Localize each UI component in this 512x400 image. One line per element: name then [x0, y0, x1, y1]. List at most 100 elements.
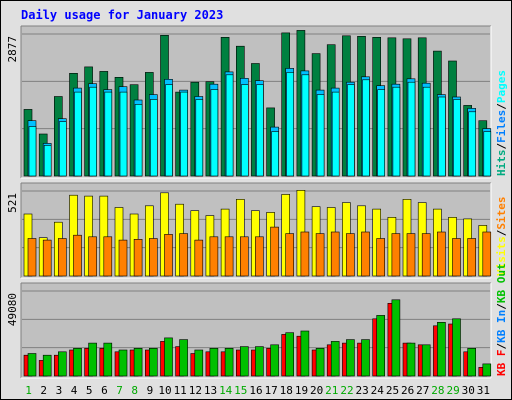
day-label-8: 8: [131, 384, 138, 397]
bar-visits-sites-sites-day-8: [133, 239, 143, 277]
bar-visits-sites-sites-day-20: [315, 233, 325, 277]
bar-kbf-kbin-kbout-kb-out-day-12: [194, 349, 204, 377]
bar-visits-sites-sites-day-5: [88, 236, 97, 277]
bar-kbf-kbin-kbout-kb-out-day-22: [346, 339, 355, 377]
bar-hits-files-pages-pages-day-26: [407, 81, 416, 177]
bar-hits-files-pages-pages-day-28: [438, 96, 446, 177]
day-label-7: 7: [116, 384, 123, 397]
day-label-2: 2: [40, 384, 47, 397]
day-label-10: 10: [158, 384, 171, 397]
bar-kbf-kbin-kbout-kb-out-day-1: [27, 353, 37, 377]
bar-visits-sites-sites-day-26: [406, 233, 416, 277]
legend-entry: Visits: [495, 236, 508, 276]
day-label-6: 6: [101, 384, 108, 397]
bar-hits-files-pages-pages-day-23: [362, 79, 370, 177]
bar-visits-sites-sites-day-18: [285, 233, 295, 277]
bar-hits-files-pages-pages-day-15: [241, 84, 249, 177]
day-label-23: 23: [355, 384, 368, 397]
bar-hits-files-pages-pages-day-19: [301, 74, 310, 177]
bar-visits-sites-sites-day-14: [224, 236, 234, 277]
bar-visits-sites-sites-day-4: [73, 234, 82, 277]
bar-hits-files-pages-pages-day-7: [119, 91, 128, 177]
bar-hits-files-pages-pages-day-4: [74, 91, 82, 177]
bar-kbf-kbin-kbout-kb-out-day-14: [224, 347, 234, 377]
bar-hits-files-pages-pages-day-2: [43, 145, 52, 177]
bar-kbf-kbin-kbout-kb-out-day-9: [149, 347, 158, 377]
bar-visits-sites-sites-day-12: [194, 239, 204, 277]
bar-hits-files-pages-pages-day-5: [89, 86, 97, 177]
legend-entry: KB Out: [495, 263, 508, 303]
bar-visits-sites-sites-day-2: [42, 239, 52, 277]
bar-kbf-kbin-kbout-kb-out-day-21: [330, 341, 340, 377]
day-label-13: 13: [204, 384, 217, 397]
bar-kbf-kbin-kbout-kb-out-day-2: [42, 354, 52, 377]
bar-kbf-kbin-kbout-kb-out-day-25: [391, 299, 401, 377]
bar-hits-files-pages-pages-day-18: [286, 72, 295, 177]
bar-visits-sites-sites-day-1: [27, 238, 37, 277]
day-label-19: 19: [295, 384, 308, 397]
bar-visits-sites-sites-day-19: [300, 231, 310, 277]
bar-hits-files-pages-pages-day-9: [150, 99, 158, 177]
panel-kbf-kbin-kbout-max-label: 49080: [6, 293, 19, 326]
day-label-14: 14: [219, 384, 233, 397]
bar-hits-files-pages-pages-day-8: [134, 104, 143, 177]
legend-entry: Sites: [495, 197, 508, 230]
bar-visits-sites-sites-day-16: [255, 236, 264, 277]
bar-hits-files-pages-pages-day-6: [104, 91, 113, 177]
bar-kbf-kbin-kbout-kb-out-day-13: [209, 347, 219, 377]
bar-visits-sites-sites-day-9: [149, 238, 158, 277]
bar-kbf-kbin-kbout-kb-out-day-28: [437, 321, 446, 377]
bar-visits-sites-sites-day-11: [179, 233, 188, 277]
bar-hits-files-pages-pages-day-10: [165, 84, 173, 177]
bar-visits-sites-sites-day-15: [240, 236, 249, 277]
day-label-29: 29: [446, 384, 459, 397]
bar-hits-files-pages-pages-day-14: [225, 74, 234, 177]
legend-entry: KB F: [495, 350, 508, 377]
bar-visits-sites-sites-day-3: [57, 238, 67, 277]
legend-entry: /: [495, 303, 508, 310]
bar-hits-files-pages-pages-day-16: [256, 84, 264, 177]
day-label-17: 17: [265, 384, 278, 397]
bar-kbf-kbin-kbout-kb-out-day-24: [376, 315, 386, 377]
bar-visits-sites-sites-day-25: [391, 233, 401, 277]
bar-hits-files-pages-pages-day-3: [58, 121, 67, 177]
bar-kbf-kbin-kbout-kb-out-day-3: [57, 351, 67, 377]
bar-hits-files-pages-pages-day-20: [316, 94, 325, 177]
bar-kbf-kbin-kbout-kb-out-day-7: [118, 349, 128, 377]
bar-hits-files-pages-pages-day-30: [468, 111, 477, 177]
panel-hits-files-pages-legend: Hits/Files/Pages: [495, 70, 508, 176]
bar-hits-files-pages-pages-day-29: [453, 99, 461, 177]
legend-entry: Hits: [495, 150, 508, 177]
day-label-5: 5: [86, 384, 93, 397]
bar-visits-sites-sites-day-28: [437, 231, 446, 277]
bar-kbf-kbin-kbout-kb-out-day-26: [406, 342, 416, 377]
day-label-30: 30: [462, 384, 475, 397]
bar-hits-files-pages-pages-day-25: [392, 86, 401, 177]
bar-kbf-kbin-kbout-kb-out-day-30: [467, 347, 477, 377]
bar-kbf-kbin-kbout-kb-out-day-20: [315, 347, 325, 377]
bar-kbf-kbin-kbout-kb-out-day-29: [452, 318, 461, 377]
bar-visits-sites-sites-day-24: [376, 238, 386, 277]
legend-entry: /: [495, 103, 508, 110]
day-label-3: 3: [56, 384, 63, 397]
legend-entry: Files: [495, 110, 508, 143]
day-label-27: 27: [416, 384, 429, 397]
bar-kbf-kbin-kbout-kb-out-day-17: [270, 344, 279, 377]
bar-hits-files-pages-pages-day-24: [377, 89, 386, 177]
bar-kbf-kbin-kbout-kb-out-day-18: [285, 332, 295, 377]
bar-visits-sites-sites-day-29: [452, 238, 461, 277]
bar-kbf-kbin-kbout-kb-out-day-19: [300, 330, 310, 377]
day-label-22: 22: [340, 384, 353, 397]
bar-hits-files-pages-pages-day-13: [210, 89, 219, 177]
bar-visits-sites-sites-day-31: [482, 231, 492, 277]
legend-entry: /: [495, 343, 508, 350]
bar-hits-files-pages-pages-day-31: [483, 131, 492, 177]
bar-visits-sites-sites-day-22: [346, 233, 355, 277]
bar-visits-sites-sites-day-27: [421, 233, 431, 277]
day-label-9: 9: [147, 384, 154, 397]
bar-kbf-kbin-kbout-kb-out-day-4: [73, 347, 82, 377]
bar-hits-files-pages-pages-day-1: [28, 126, 37, 177]
bar-visits-sites-sites-day-30: [467, 238, 477, 277]
